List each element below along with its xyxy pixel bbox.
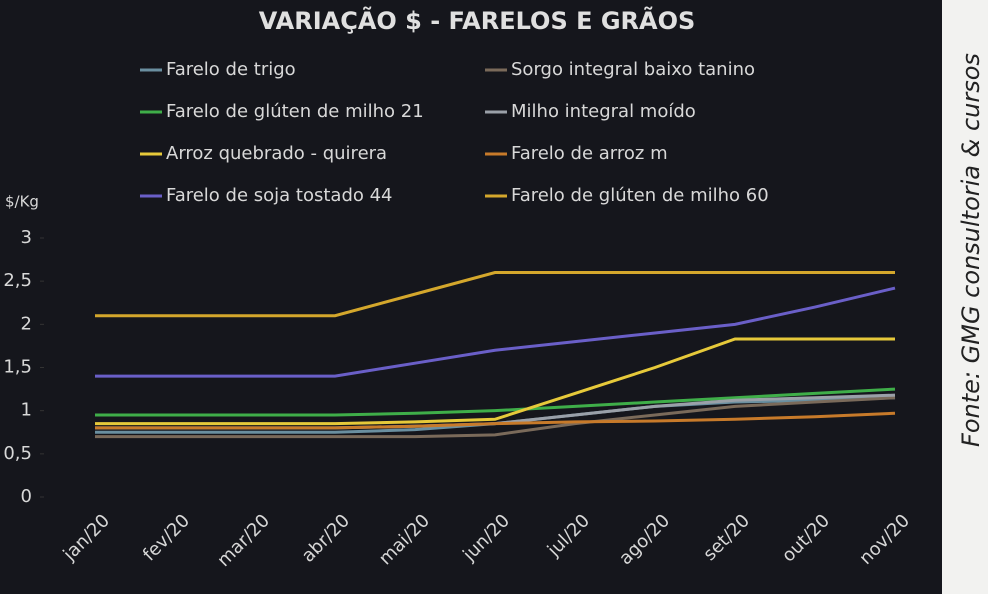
series-line — [95, 271, 895, 318]
legend-label: Farelo de trigo — [166, 59, 296, 80]
legend-label: Arroz quebrado - quirera — [166, 143, 387, 164]
y-tick-label: 2 — [21, 313, 32, 334]
chart-background — [0, 0, 942, 594]
y-tick-label: 1 — [21, 400, 32, 421]
y-tick-label: 1,5 — [3, 357, 32, 378]
legend-label: Farelo de glúten de milho 60 — [511, 185, 769, 206]
y-tick-label: 0 — [21, 486, 32, 507]
legend-label: Farelo de arroz m — [511, 143, 668, 164]
legend-label: Farelo de soja tostado 44 — [166, 185, 393, 206]
series-line — [95, 286, 896, 378]
y-axis-label: $/Kg — [5, 193, 39, 211]
series-line — [95, 396, 896, 439]
legend-label: Sorgo integral baixo tanino — [511, 59, 755, 80]
y-tick-label: 0,5 — [3, 443, 32, 464]
chart-title: VARIAÇÃO $ - FARELOS E GRÃOS — [259, 6, 696, 35]
series-line — [95, 387, 896, 417]
y-tick-label: 3 — [21, 227, 32, 248]
series-line — [95, 337, 895, 426]
legend-label: Farelo de glúten de milho 21 — [166, 101, 424, 122]
source: Fonte: GMG consultoria & cursos — [957, 53, 985, 447]
y-tick-label: 2,5 — [3, 270, 32, 291]
legend-label: Milho integral moído — [511, 101, 696, 122]
series-line — [95, 411, 896, 430]
